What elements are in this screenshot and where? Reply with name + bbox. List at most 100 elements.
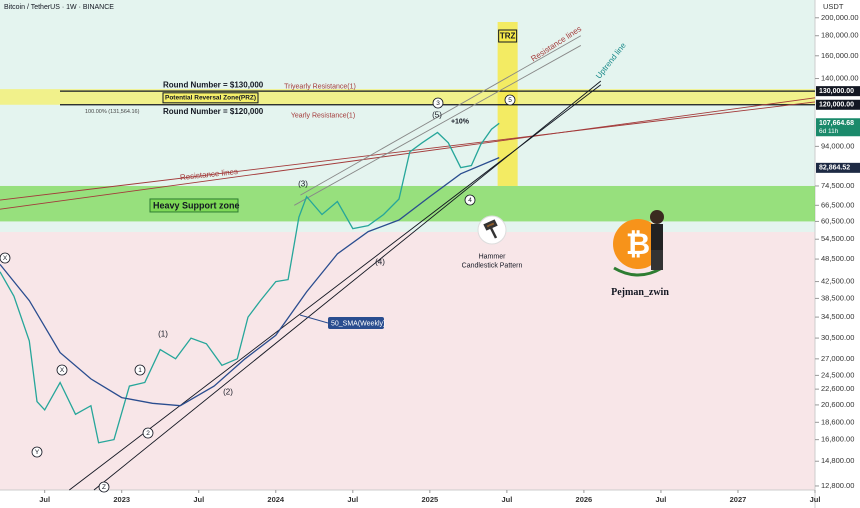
logo-leaf: [613, 266, 663, 277]
annotation: (3): [298, 180, 308, 189]
annotation: (2): [223, 388, 233, 397]
price-label-box: [816, 162, 860, 173]
sma-label-pointer: [299, 314, 329, 324]
x-tick-label: Jul: [501, 495, 512, 504]
avatar: [650, 210, 664, 224]
wave-label: Z: [102, 484, 106, 491]
annotation: +10%: [451, 118, 470, 125]
trend-line: [294, 45, 582, 206]
wave-marker: [134, 364, 146, 376]
y-tick-label: 60,500.00: [821, 216, 854, 225]
wave-label: 4: [468, 197, 472, 204]
lower-background: [0, 232, 815, 490]
sma-label: 50_SMA(Weekly): [331, 320, 385, 327]
wave-label: X: [60, 367, 65, 374]
y-tick-label: 20,600.00: [821, 400, 854, 409]
y-tick-label: 54,500.00: [821, 234, 854, 243]
x-tick-label: Jul: [656, 495, 667, 504]
level-label: Round Number = $120,000: [163, 107, 264, 116]
annotation: Candlestick Pattern: [462, 262, 523, 269]
price-label: 130,000.00: [819, 88, 854, 95]
hammer-icon: [483, 219, 498, 239]
trend-line: [0, 97, 816, 210]
y-tick-label: 30,500.00: [821, 333, 854, 342]
x-tick-label: 2025: [421, 495, 438, 504]
price-label-box: [816, 118, 860, 137]
wave-label: Y: [35, 449, 40, 456]
annotation: (4): [375, 258, 385, 267]
price-label-note: 6d 11h: [819, 128, 839, 135]
series-line: [0, 122, 500, 444]
y-tick-label: 38,500.00: [821, 293, 854, 302]
wave-label: 3: [436, 100, 440, 107]
y-tick-label: 94,000.00: [821, 141, 854, 150]
price-label-box: [816, 99, 860, 110]
wave-marker: [432, 97, 444, 109]
annotation: (1): [158, 330, 168, 339]
prz-label-box: [162, 92, 259, 104]
trend-line: [93, 80, 602, 491]
y-tick-label: 140,000.00: [821, 74, 859, 83]
chart-title: Bitcoin / TetherUS · 1W · BINANCE: [4, 4, 114, 11]
x-tick-label: 2026: [576, 495, 593, 504]
y-tick-label: 48,500.00: [821, 254, 854, 263]
wave-marker: [31, 446, 43, 458]
wave-marker: [142, 427, 154, 439]
wave-label: X: [3, 255, 8, 262]
price-label: 82,864.52: [819, 165, 850, 172]
wave-marker: [464, 194, 476, 206]
time-zone-label-box: [498, 29, 518, 43]
y-tick-label: 200,000.00: [821, 13, 859, 22]
y-tick-label: 160,000.00: [821, 51, 859, 60]
price-axis: [815, 0, 860, 508]
annotation: Triyearly Resistance(1): [284, 83, 356, 90]
avatar: [651, 250, 663, 270]
series-line: [0, 157, 500, 407]
y-unit: USDT: [823, 2, 844, 11]
level-label: Round Number = $130,000: [163, 80, 264, 89]
wave-label: 5: [508, 97, 512, 104]
zone: [0, 185, 815, 222]
y-tick-label: 74,500.00: [821, 181, 854, 190]
annotation: (5): [432, 111, 442, 120]
y-tick-label: 66,500.00: [821, 200, 854, 209]
sma-label-box: [328, 317, 384, 329]
y-tick-label: 24,500.00: [821, 370, 854, 379]
wave-marker: [0, 252, 11, 264]
trend-line: [300, 35, 582, 196]
wave-label: 2: [146, 430, 150, 437]
x-tick-label: Jul: [193, 495, 204, 504]
wave-marker: [504, 94, 516, 106]
wave-marker: [98, 481, 110, 493]
y-tick-label: 12,800.00: [821, 481, 854, 490]
x-tick-label: 2023: [113, 495, 130, 504]
x-tick-label: Jul: [347, 495, 358, 504]
price-label: 107,664.68: [819, 120, 854, 127]
y-tick-label: 34,500.00: [821, 312, 854, 321]
support-label-box: [149, 198, 239, 213]
trend-line: [0, 101, 816, 201]
x-tick-label: Jul: [39, 495, 50, 504]
x-tick-label: Jul: [810, 495, 821, 504]
wave-label: 1: [138, 367, 142, 374]
y-tick-label: 180,000.00: [821, 31, 859, 40]
time-zone-label: TRZ: [500, 32, 516, 41]
price-label: 120,000.00: [819, 102, 854, 109]
y-tick-label: 27,000.00: [821, 354, 854, 363]
y-tick-label: 42,500.00: [821, 277, 854, 286]
y-tick-label: 16,800.00: [821, 435, 854, 444]
y-tick-label: 18,600.00: [821, 417, 854, 426]
bitcoin-logo: [613, 219, 663, 269]
x-tick-label: 2027: [730, 495, 747, 504]
y-tick-label: 14,800.00: [821, 456, 854, 465]
price-label-box: [816, 86, 860, 97]
bitcoin-logo: ₿: [626, 228, 650, 261]
x-tick-label: 2024: [267, 495, 285, 504]
support-label: Heavy Support zone: [153, 200, 240, 210]
avatar: [651, 224, 663, 250]
annotation: Yearly Resistance(1): [291, 112, 355, 119]
annotation: 100.00% (131,564.16): [85, 109, 140, 115]
y-tick-label: 22,600.00: [821, 384, 854, 393]
